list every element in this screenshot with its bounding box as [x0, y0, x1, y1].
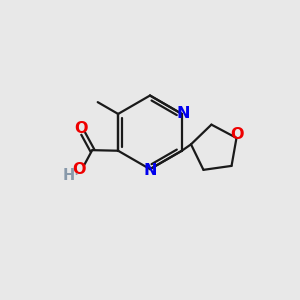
Text: N: N — [177, 106, 190, 121]
Text: O: O — [230, 127, 244, 142]
Text: O: O — [72, 162, 86, 177]
Text: H: H — [62, 168, 75, 183]
Text: ·: · — [73, 168, 78, 183]
Text: N: N — [144, 163, 157, 178]
Text: O: O — [74, 121, 88, 136]
